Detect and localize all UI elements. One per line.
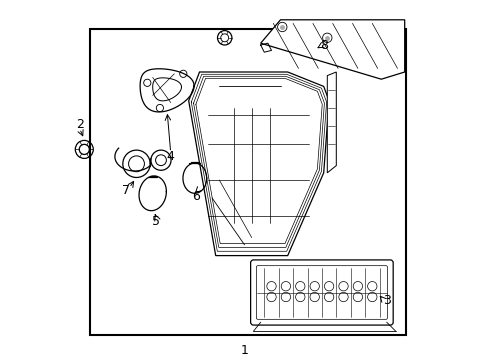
FancyBboxPatch shape — [250, 260, 392, 325]
Text: 2: 2 — [76, 118, 83, 131]
Text: 5: 5 — [152, 215, 160, 228]
Polygon shape — [326, 72, 336, 173]
Text: 4: 4 — [166, 150, 174, 163]
Text: 3: 3 — [382, 294, 390, 307]
Text: 7: 7 — [122, 184, 130, 197]
Polygon shape — [260, 20, 404, 79]
Text: 6: 6 — [192, 190, 200, 203]
Bar — [89, 29, 406, 335]
Text: 8: 8 — [319, 39, 327, 51]
FancyBboxPatch shape — [256, 266, 386, 319]
Text: 1: 1 — [240, 344, 248, 357]
Polygon shape — [188, 72, 328, 256]
